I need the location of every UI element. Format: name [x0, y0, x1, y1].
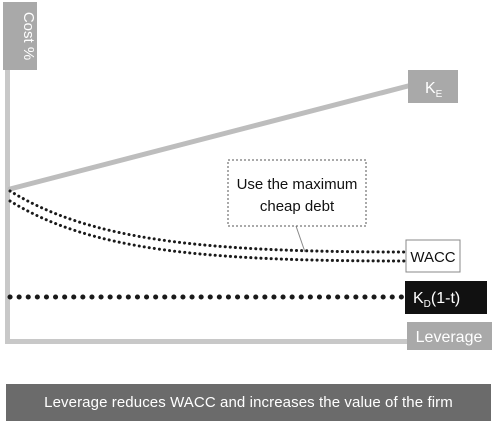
callout-line2: cheap debt	[260, 198, 335, 215]
kd-label: KD(1-t)	[413, 290, 460, 310]
ke-line	[7, 83, 411, 192]
x-axis-label-tag: Leverage	[407, 322, 492, 350]
wacc-tag: WACC	[405, 239, 461, 273]
x-axis	[5, 339, 415, 344]
callout-pointer	[295, 225, 306, 253]
ke-label: KE	[425, 80, 443, 100]
callout-box	[227, 159, 367, 227]
kd-tag: KD(1-t)	[405, 281, 487, 314]
wacc-lower-curve	[8, 199, 407, 263]
x-axis-label: Leverage	[416, 329, 483, 346]
caption-text: Leverage reduces WACC and increases the …	[44, 394, 453, 411]
wacc-label: WACC	[410, 249, 455, 266]
callout: Use the maximum cheap debt	[227, 159, 367, 253]
caption-bar: Leverage reduces WACC and increases the …	[6, 384, 491, 421]
ke-tag: KE	[408, 70, 458, 103]
y-axis-label-tag: Cost %	[3, 2, 37, 70]
wacc-upper-curve	[8, 189, 407, 254]
y-axis-label: Cost %	[20, 12, 37, 60]
y-axis	[5, 60, 10, 344]
callout-line1: Use the maximum	[237, 176, 358, 193]
